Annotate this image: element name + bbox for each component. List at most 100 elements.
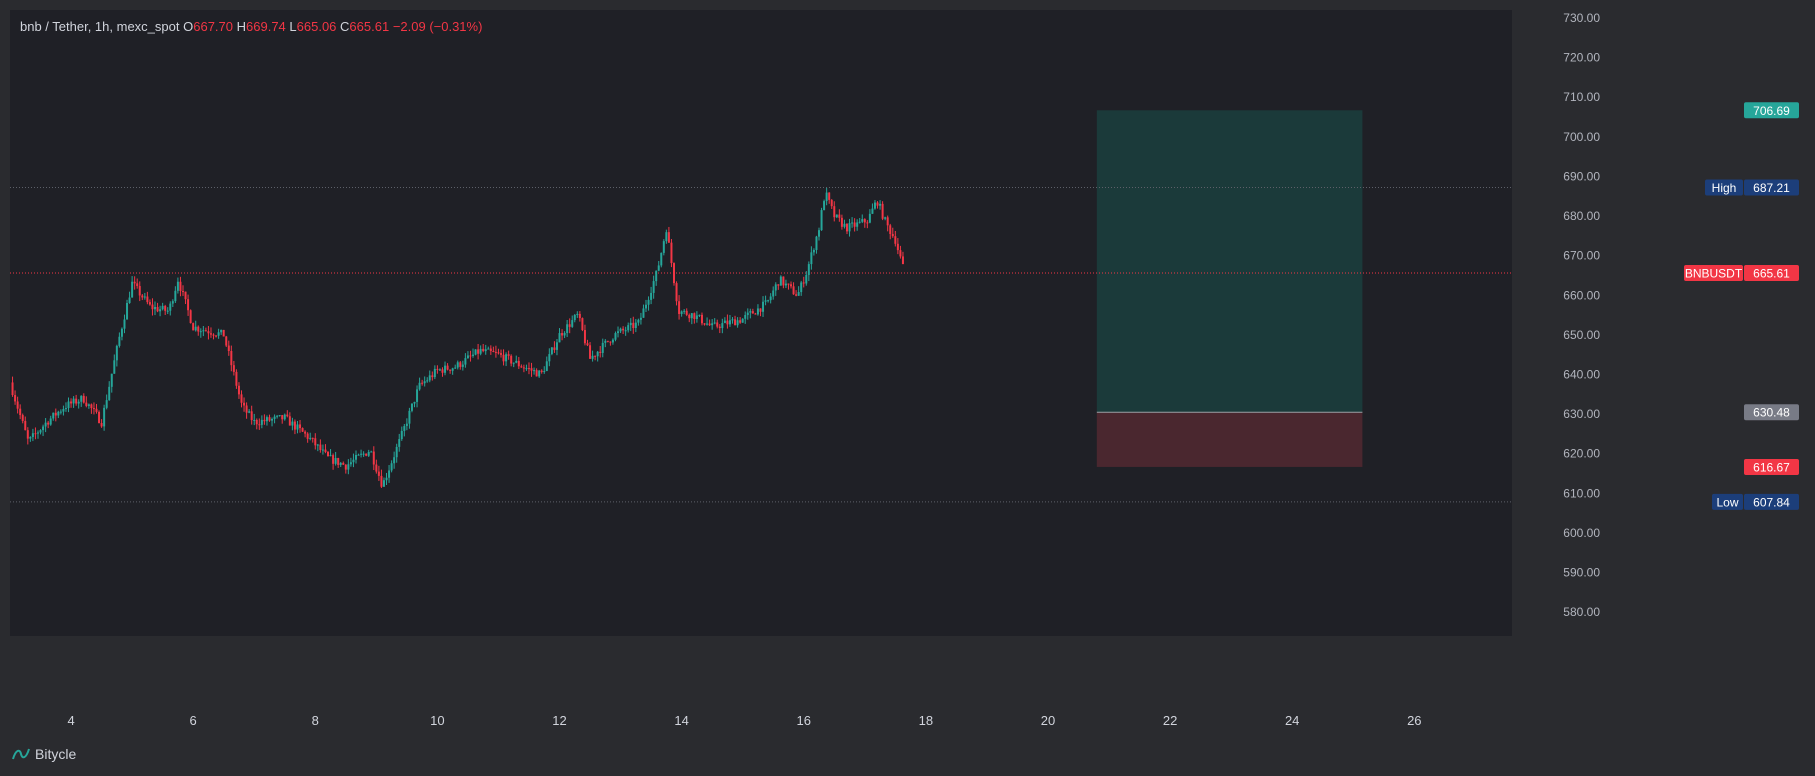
candle-body — [324, 449, 327, 452]
candle-body — [449, 369, 452, 371]
candle-body — [718, 326, 721, 329]
candle-body — [856, 222, 859, 227]
candle-body — [207, 331, 210, 334]
target-zone[interactable] — [1096, 110, 1363, 413]
candle-body — [881, 203, 884, 219]
candle-body — [655, 270, 658, 282]
low-tag[interactable] — [1712, 493, 1743, 510]
candle-body — [100, 423, 103, 427]
candle-body — [209, 333, 212, 335]
candle-body — [698, 314, 701, 316]
candle-body — [296, 424, 299, 430]
candle-body — [642, 308, 645, 318]
candle-body — [418, 382, 421, 390]
candle-body — [795, 294, 798, 296]
target-price-badge[interactable] — [1744, 102, 1799, 119]
candle-body — [474, 349, 477, 355]
candle-body — [388, 470, 391, 478]
price-tick-label: 730.00 — [1563, 11, 1600, 25]
brand-footer[interactable]: Bitycle — [12, 746, 76, 762]
candle-body — [662, 241, 665, 253]
candle-body — [273, 416, 276, 419]
candle-body — [309, 437, 312, 439]
time-axis[interactable]: 4 6 8 10 12 14 16 18 20 22 24 26 — [67, 713, 1421, 728]
candle-body — [179, 281, 182, 292]
candle-body — [861, 219, 864, 222]
candle-body — [744, 315, 747, 319]
candle-body — [222, 329, 225, 337]
candle-body — [499, 353, 502, 355]
open-label: O — [183, 19, 194, 34]
candle-body — [265, 417, 268, 422]
price-axis[interactable]: 580.00 590.00 600.00 610.00 620.00 630.00 640.… — [1563, 11, 1600, 619]
candle-body — [886, 217, 889, 226]
price-tick-label: 690.00 — [1563, 169, 1600, 183]
candle-body — [690, 313, 693, 319]
last-price-badge[interactable] — [1744, 265, 1799, 282]
candle-body — [591, 355, 594, 359]
candle-body — [395, 446, 398, 458]
candle-body — [879, 203, 882, 206]
candle-body — [268, 417, 271, 421]
stop-zone[interactable] — [1096, 412, 1363, 467]
time-tick-label: 4 — [67, 713, 74, 728]
candle-body — [787, 283, 790, 285]
candle-body — [334, 458, 337, 464]
candle-body — [263, 419, 266, 422]
candle-body — [494, 351, 497, 353]
candle-body — [868, 213, 871, 223]
candle-body — [240, 394, 243, 403]
candle-body — [525, 368, 528, 370]
candle-body — [647, 299, 650, 305]
candle-body — [390, 463, 393, 471]
candle-body — [380, 475, 383, 487]
price-tick-label: 720.00 — [1563, 51, 1600, 65]
candle-body — [438, 369, 441, 371]
candle-body — [70, 401, 73, 404]
price-tick-label: 580.00 — [1563, 605, 1600, 619]
candle-body — [721, 323, 724, 329]
bitycle-logo-icon — [12, 748, 30, 760]
candle-body — [133, 281, 136, 284]
candle-body — [184, 291, 187, 300]
time-tick-label: 14 — [674, 713, 688, 728]
high-price-badge[interactable] — [1744, 179, 1799, 196]
candle-body — [87, 404, 90, 406]
ticker-tag[interactable] — [1684, 265, 1743, 282]
candle-body — [433, 368, 436, 378]
candle-body — [484, 349, 487, 352]
candle-body — [884, 217, 887, 219]
candle-body — [823, 201, 826, 211]
candle-body — [708, 323, 711, 326]
candle-body — [321, 449, 324, 451]
candle-body — [370, 451, 373, 453]
entry-price-badge[interactable] — [1744, 404, 1799, 421]
candle-body — [283, 414, 286, 420]
candle-body — [352, 459, 355, 463]
candle-body — [29, 436, 32, 439]
symbol-title[interactable]: bnb / Tether, 1h, mexc_spot — [20, 19, 180, 34]
candle-body — [858, 221, 861, 223]
candle-body — [225, 336, 228, 346]
low-price-badge[interactable] — [1744, 493, 1799, 510]
brand-name: Bitycle — [35, 746, 77, 762]
candle-body — [215, 335, 218, 337]
candle-body — [136, 283, 139, 287]
stop-price-badge[interactable] — [1744, 458, 1799, 475]
candle-body — [329, 455, 332, 457]
candle-body — [466, 355, 469, 359]
candle-body — [515, 360, 518, 363]
position-zones[interactable] — [1096, 110, 1363, 467]
candle-body — [227, 345, 230, 351]
candle-body — [851, 222, 854, 224]
candle-body — [583, 330, 586, 344]
high-tag[interactable] — [1705, 179, 1743, 196]
candle-body — [614, 333, 617, 340]
candle-body — [695, 315, 698, 320]
price-tick-label: 710.00 — [1563, 90, 1600, 104]
candle-body — [555, 342, 558, 350]
open-value: 667.70 — [193, 19, 233, 34]
candle-body — [578, 313, 581, 319]
candle-body — [553, 347, 556, 350]
